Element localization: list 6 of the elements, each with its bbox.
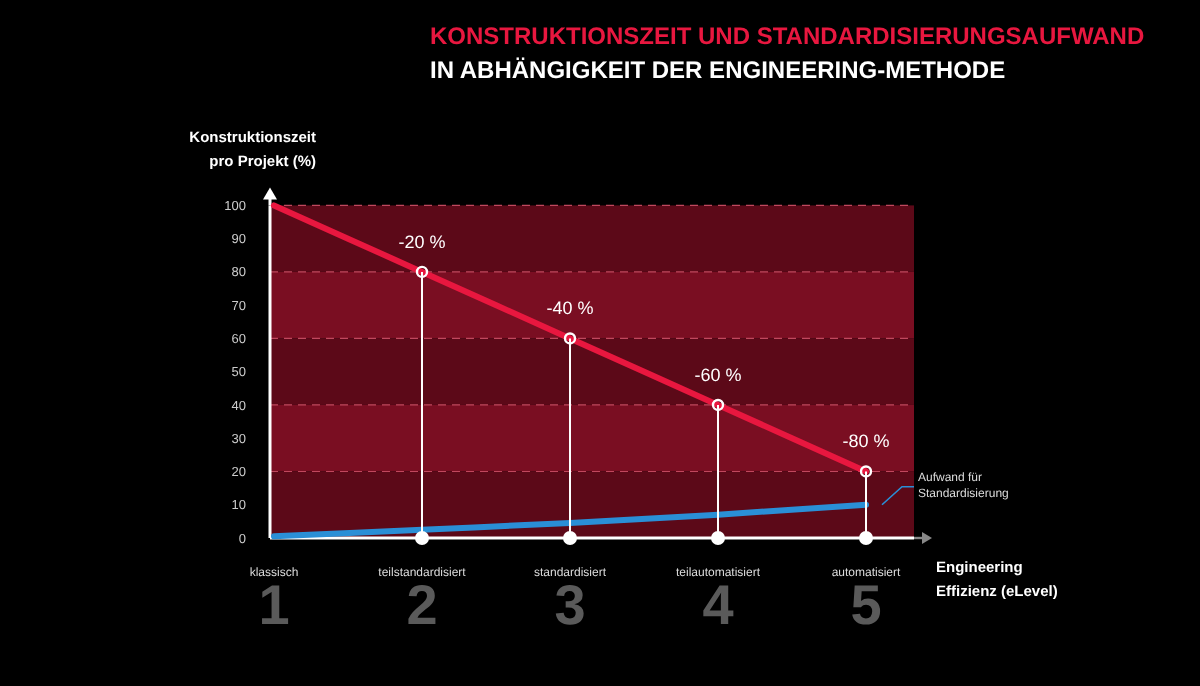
chart-subtitle: IN ABHÄNGIGKEIT DER ENGINEERING-METHODE [430,56,1006,84]
annotation: -40 % [546,298,594,319]
annotation: -20 % [398,231,446,252]
annotation: -60 % [694,364,742,385]
annotation: -80 % [842,431,890,452]
chart-title: KONSTRUKTIONSZEIT UND STANDARDISIERUNGSAUFWAND [430,22,1145,50]
